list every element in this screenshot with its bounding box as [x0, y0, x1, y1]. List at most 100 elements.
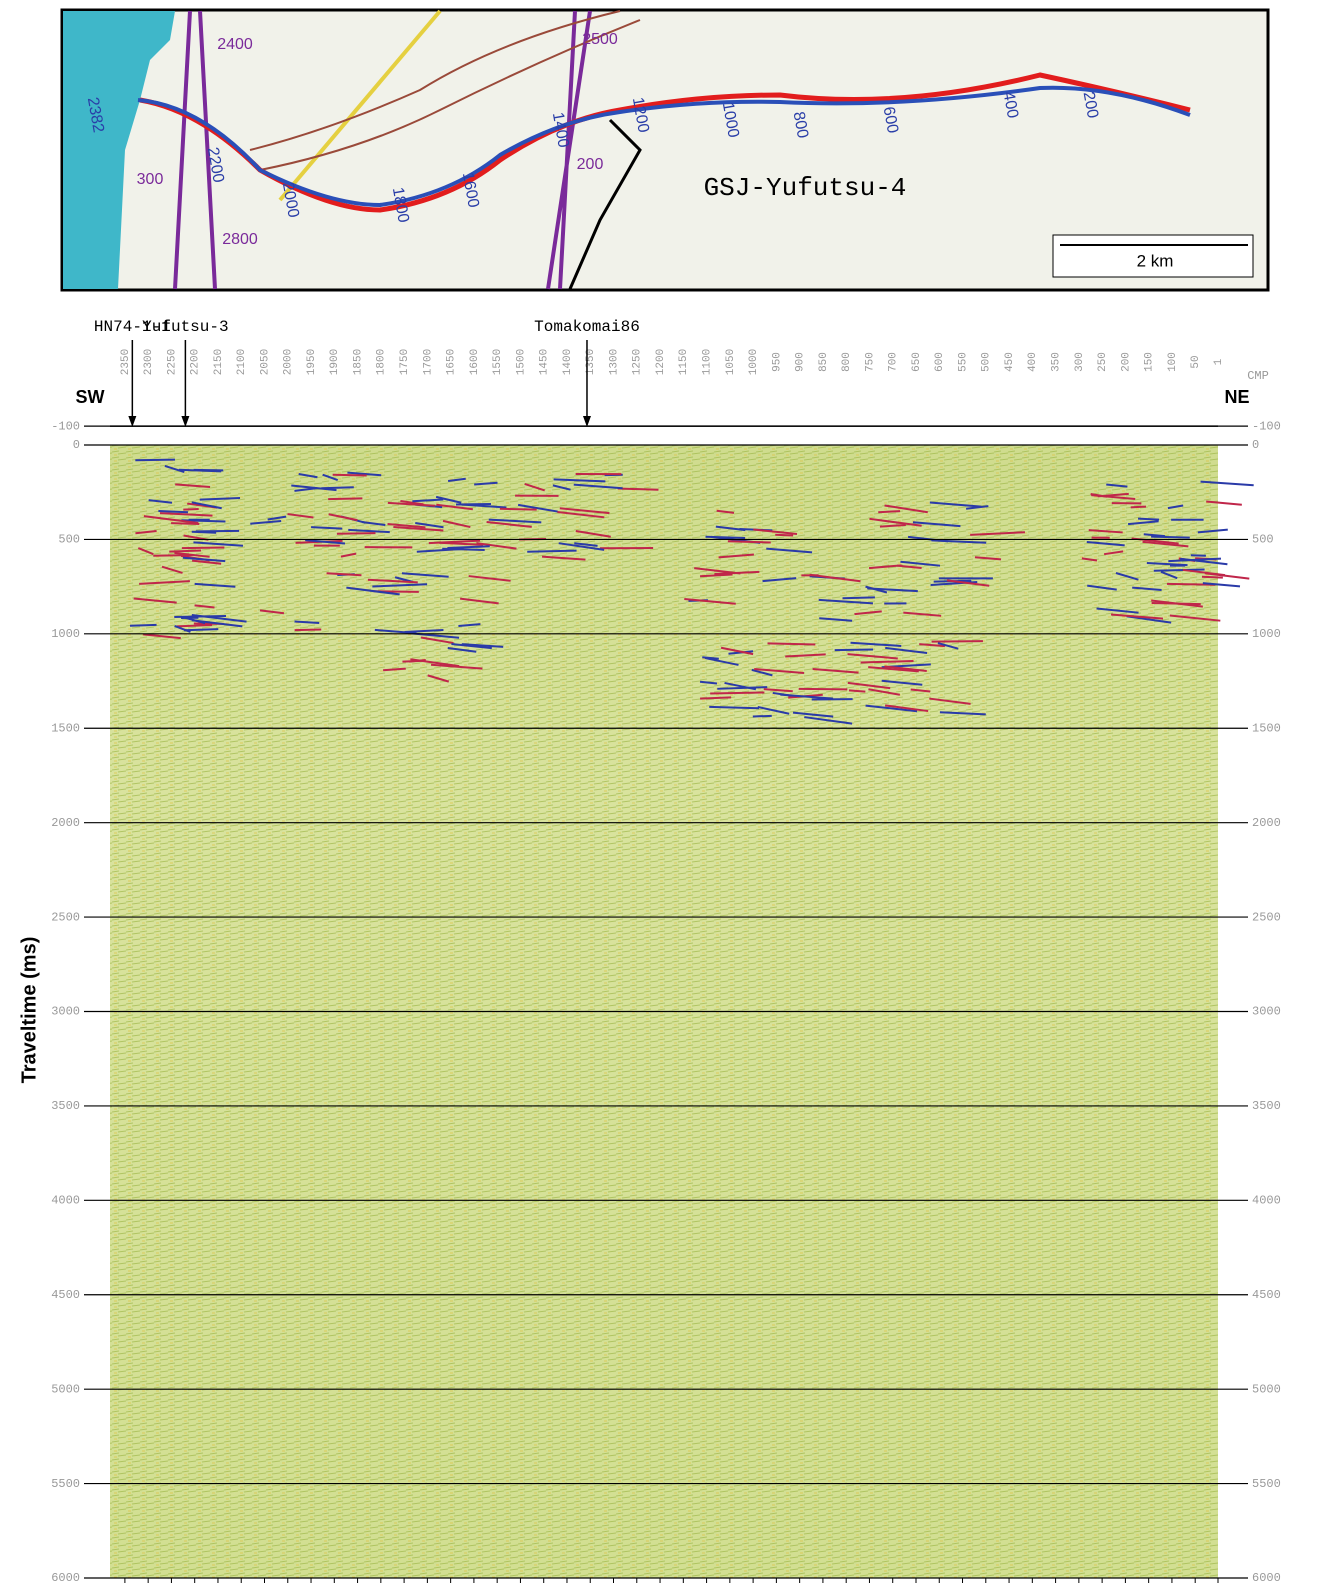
reflector	[1131, 507, 1146, 508]
time-tick-label: 2000	[1252, 816, 1281, 830]
cmp-tick-label: 100	[1167, 352, 1179, 372]
time-tick-label: -100	[51, 419, 80, 433]
cmp-tick-label: 2050	[259, 349, 271, 375]
time-tick-label: 3000	[51, 1005, 80, 1019]
map-title: GSJ-Yufutsu-4	[704, 173, 907, 203]
reflector	[527, 551, 576, 552]
cmp-tick-label: 1500	[515, 349, 527, 375]
cmp-tick-label: 250	[1097, 352, 1109, 372]
cmp-tick-label: 950	[771, 352, 783, 372]
cmp-tick-label: 1700	[422, 349, 434, 375]
cmp-tick-label: 400	[1027, 352, 1039, 372]
time-tick-label: 6000	[51, 1571, 80, 1584]
reflector	[295, 629, 322, 630]
reflector	[135, 460, 175, 461]
left-direction: SW	[76, 387, 105, 407]
reflector	[878, 511, 900, 512]
map-label: 2800	[222, 231, 258, 248]
reflector	[321, 487, 353, 488]
cmp-tick-label: 2150	[213, 349, 225, 375]
cmp-tick-label: 1450	[539, 349, 551, 375]
cmp-tick-label: 350	[1050, 352, 1062, 372]
reflector	[158, 511, 188, 512]
cmp-tick-label: 1200	[655, 349, 667, 375]
cmp-tick-label: 1850	[352, 349, 364, 375]
cmp-tick-label: 300	[1074, 352, 1086, 372]
well-label: Tomakomai86	[534, 318, 640, 336]
reflector	[768, 643, 816, 644]
reflector	[192, 532, 216, 533]
time-tick-label: 3500	[51, 1099, 80, 1113]
map-label: 300	[137, 171, 164, 188]
reflector	[456, 504, 491, 505]
well-arrowhead	[128, 416, 136, 427]
reflector	[500, 509, 537, 510]
cmp-tick-label: 900	[795, 352, 807, 372]
reflector	[775, 535, 793, 536]
reflector	[706, 537, 746, 538]
cmp-tick-label: 800	[841, 352, 853, 372]
cmp-tick-label: 1750	[399, 349, 411, 375]
time-tick-label: 6000	[1252, 1571, 1281, 1584]
time-tick-label: 4000	[51, 1194, 80, 1208]
map-label: 200	[577, 156, 604, 173]
map-label: 2500	[582, 31, 618, 48]
time-tick-label: 5500	[51, 1477, 80, 1491]
cmp-tick-label: 2000	[283, 349, 295, 375]
reflector	[1138, 519, 1159, 520]
time-tick-label: 2500	[51, 910, 80, 924]
cmp-tick-label: 1300	[608, 349, 620, 375]
time-tick-label: 3500	[1252, 1099, 1281, 1113]
time-tick-label: 1000	[1252, 627, 1281, 641]
cmp-tick-label: 1150	[678, 349, 690, 375]
cmp-tick-label: 1550	[492, 349, 504, 375]
reflector	[700, 697, 731, 698]
reflector	[130, 625, 157, 626]
cmp-tick-label: 1250	[632, 349, 644, 375]
time-tick-label: 1000	[51, 627, 80, 641]
time-tick-label: 500	[58, 533, 80, 547]
cmp-tick-label: 200	[1120, 352, 1132, 372]
time-tick-label: 2000	[51, 816, 80, 830]
time-tick-label: 1500	[1252, 721, 1281, 735]
time-tick-label: 2500	[1252, 910, 1281, 924]
reflector	[177, 625, 213, 626]
time-tick-label: 4500	[51, 1288, 80, 1302]
right-direction: NE	[1224, 387, 1249, 407]
cmp-tick-label: 650	[911, 352, 923, 372]
time-tick-label: 4000	[1252, 1194, 1281, 1208]
reflector	[849, 690, 865, 691]
reflector	[337, 533, 376, 534]
cmp-tick-label: 450	[1004, 352, 1016, 372]
reflector	[169, 551, 201, 552]
reflector	[861, 661, 914, 662]
reflector	[174, 616, 226, 617]
reflector	[184, 629, 218, 630]
time-tick-label: 0	[1252, 438, 1259, 452]
cmp-tick-label: 850	[818, 352, 830, 372]
well-arrowhead	[181, 416, 189, 427]
reflector	[402, 661, 424, 662]
cmp-tick-label: 1650	[446, 349, 458, 375]
reflector	[843, 597, 875, 598]
cmp-tick-label: 750	[864, 352, 876, 372]
cmp-tick-label: 1400	[562, 349, 574, 375]
cmp-tick-label: 1900	[329, 349, 341, 375]
reflector	[1151, 537, 1190, 538]
cmp-tick-label: 1600	[469, 349, 481, 375]
reflector	[182, 547, 225, 548]
reflector	[618, 488, 659, 489]
reflector	[709, 707, 759, 708]
reflector	[710, 692, 764, 693]
reflector	[932, 641, 983, 642]
time-tick-label: 4500	[1252, 1288, 1281, 1302]
time-tick-label: 5500	[1252, 1477, 1281, 1491]
cmp-tick-label: 550	[957, 352, 969, 372]
reflector	[753, 716, 772, 717]
cmp-tick-label: 1050	[725, 349, 737, 375]
map-label: 2400	[217, 36, 253, 53]
time-tick-label: -100	[1252, 419, 1281, 433]
cmp-tick-label: 2300	[143, 349, 155, 375]
